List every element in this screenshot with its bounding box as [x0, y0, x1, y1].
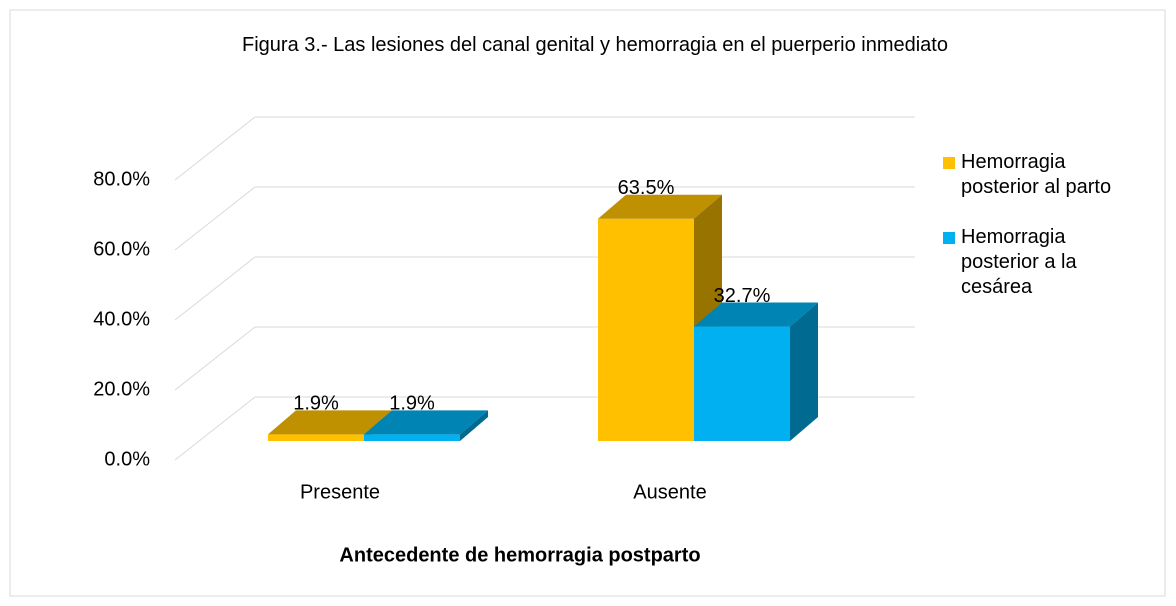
legend-label: Hemorragia posterior al parto [961, 151, 1112, 198]
data-label: 63.5% [618, 177, 675, 199]
data-label: 1.9% [293, 393, 339, 415]
grid-line-side [174, 396, 256, 461]
bar [598, 218, 694, 441]
data-label: 1.9% [389, 393, 435, 415]
data-label: 32.7% [714, 285, 771, 307]
y-tick-label: 20.0% [93, 378, 150, 400]
bar-side [460, 410, 488, 441]
bar-top [694, 302, 818, 327]
legend-item: Hemorragia posterior a la cesárea [943, 225, 1163, 300]
x-axis-title: Antecedente de hemorragia postparto [339, 544, 700, 566]
y-tick-label: 0.0% [104, 448, 150, 470]
legend-label: Hemorragia posterior a la cesárea [961, 226, 1077, 298]
bar [364, 434, 460, 441]
bar [268, 434, 364, 441]
bar-top [598, 194, 722, 219]
chart-border [9, 9, 1166, 597]
bar-side [790, 302, 818, 441]
x-tick-label: Ausente [633, 481, 706, 503]
grid-line-side [174, 326, 256, 391]
y-tick-label: 60.0% [93, 238, 150, 260]
grid-line-side [174, 116, 256, 181]
bar-top [364, 410, 488, 435]
grid-line-side [174, 256, 256, 321]
bar-top [268, 410, 392, 435]
x-tick-label: Presente [300, 481, 380, 503]
legend-item: Hemorragia posterior al parto [943, 150, 1163, 200]
legend-swatch [943, 232, 955, 244]
bar [694, 326, 790, 441]
y-tick-label: 40.0% [93, 308, 150, 330]
chart-title: Figura 3.- Las lesiones del canal genita… [242, 34, 948, 56]
grid-line-side [174, 186, 256, 251]
legend-swatch [943, 157, 955, 169]
y-tick-label: 80.0% [93, 168, 150, 190]
